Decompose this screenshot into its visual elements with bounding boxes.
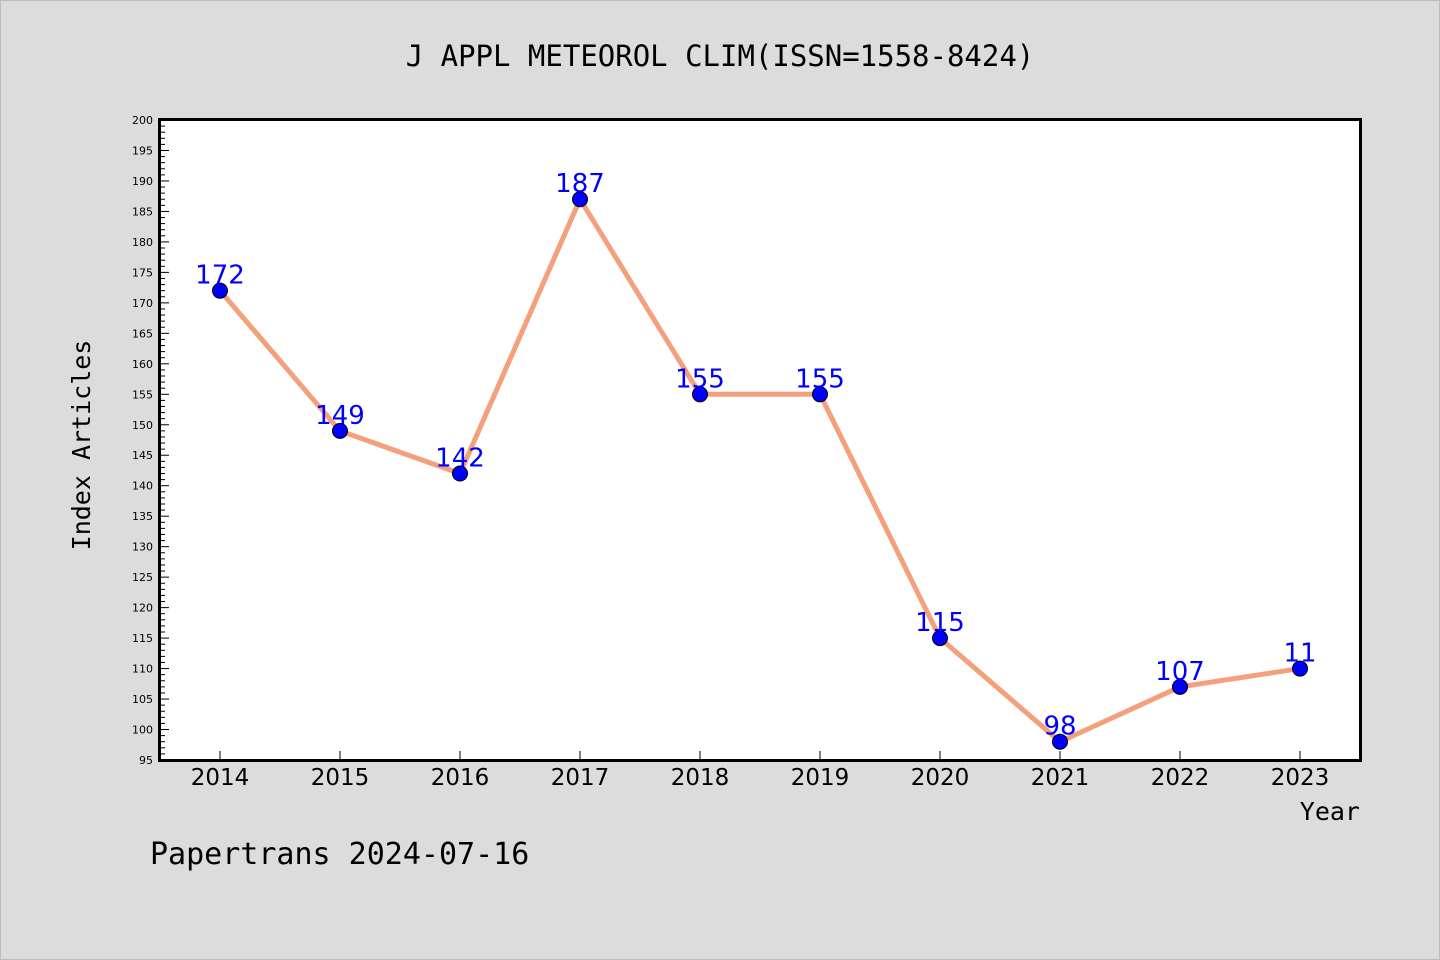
x-tick-label: 2015 — [311, 765, 370, 791]
x-tick-label: 2017 — [551, 765, 610, 791]
x-axis-label: Year — [1300, 797, 1360, 826]
y-axis: 95 100 105 110 115 120 125 130 135 140 145 150 155 16… — [132, 114, 169, 767]
x-tick-label: 2022 — [1151, 765, 1210, 791]
data-label: 142 — [435, 444, 485, 474]
data-label: 98 — [1043, 712, 1076, 742]
x-axis: 2014 2015 2016 2017 2018 2019 2020 2021 2022 2023 — [191, 751, 1330, 791]
data-label: 11 — [1283, 639, 1316, 669]
y-tick-label: 170 — [132, 297, 153, 310]
x-tick-label: 2018 — [671, 765, 730, 791]
data-label: 155 — [795, 364, 845, 394]
data-label: 187 — [555, 169, 605, 199]
y-tick-label: 115 — [132, 632, 153, 645]
data-label: 107 — [1155, 657, 1205, 687]
x-tick-label: 2016 — [431, 765, 490, 791]
y-tick-label: 155 — [132, 388, 153, 401]
series-layer: 172 149 142 187 155 155 115 98 107 11 — [195, 169, 1317, 750]
y-tick-label: 145 — [132, 449, 153, 462]
y-tick-label: 100 — [132, 724, 153, 737]
x-tick-label: 2014 — [191, 765, 250, 791]
data-label: 149 — [315, 401, 365, 431]
x-tick-label: 2023 — [1271, 765, 1330, 791]
data-point — [932, 630, 948, 647]
data-label: 155 — [675, 364, 725, 394]
y-tick-label: 160 — [132, 358, 153, 371]
y-tick-label: 105 — [132, 693, 153, 706]
y-tick-label: 200 — [132, 114, 153, 127]
y-tick-label: 195 — [132, 144, 153, 157]
y-tick-label: 110 — [132, 663, 153, 676]
y-tick-label: 175 — [132, 266, 153, 279]
x-tick-label: 2021 — [1031, 765, 1090, 791]
y-tick-label: 190 — [132, 175, 153, 188]
x-tick-label: 2019 — [791, 765, 850, 791]
y-tick-label: 150 — [132, 419, 153, 432]
footer-credit: Papertrans 2024-07-16 — [150, 837, 529, 872]
y-tick-label: 140 — [132, 480, 153, 493]
y-tick-label: 95 — [139, 754, 153, 767]
series-line — [218, 196, 1301, 745]
data-label: 115 — [915, 608, 965, 638]
data-point — [212, 282, 228, 299]
data-point — [1172, 678, 1188, 695]
data-point — [812, 386, 828, 403]
y-tick-label: 120 — [132, 602, 153, 615]
y-tick-label: 180 — [132, 236, 153, 249]
data-point — [692, 386, 708, 403]
y-tick-label: 165 — [132, 327, 153, 340]
data-point — [452, 465, 468, 482]
data-point — [1292, 660, 1308, 677]
y-tick-label: 185 — [132, 205, 153, 218]
data-point — [1052, 733, 1068, 750]
data-point — [332, 422, 348, 439]
y-axis-label: Index Articles — [67, 340, 96, 551]
y-tick-label: 135 — [132, 510, 153, 523]
data-point — [572, 191, 588, 208]
data-label: 172 — [195, 261, 245, 291]
y-tick-label: 125 — [132, 571, 153, 584]
chart-title: J APPL METEOROL CLIM(ISSN=1558-8424) — [406, 39, 1035, 73]
x-tick-label: 2020 — [911, 765, 970, 791]
y-tick-label: 130 — [132, 541, 153, 554]
